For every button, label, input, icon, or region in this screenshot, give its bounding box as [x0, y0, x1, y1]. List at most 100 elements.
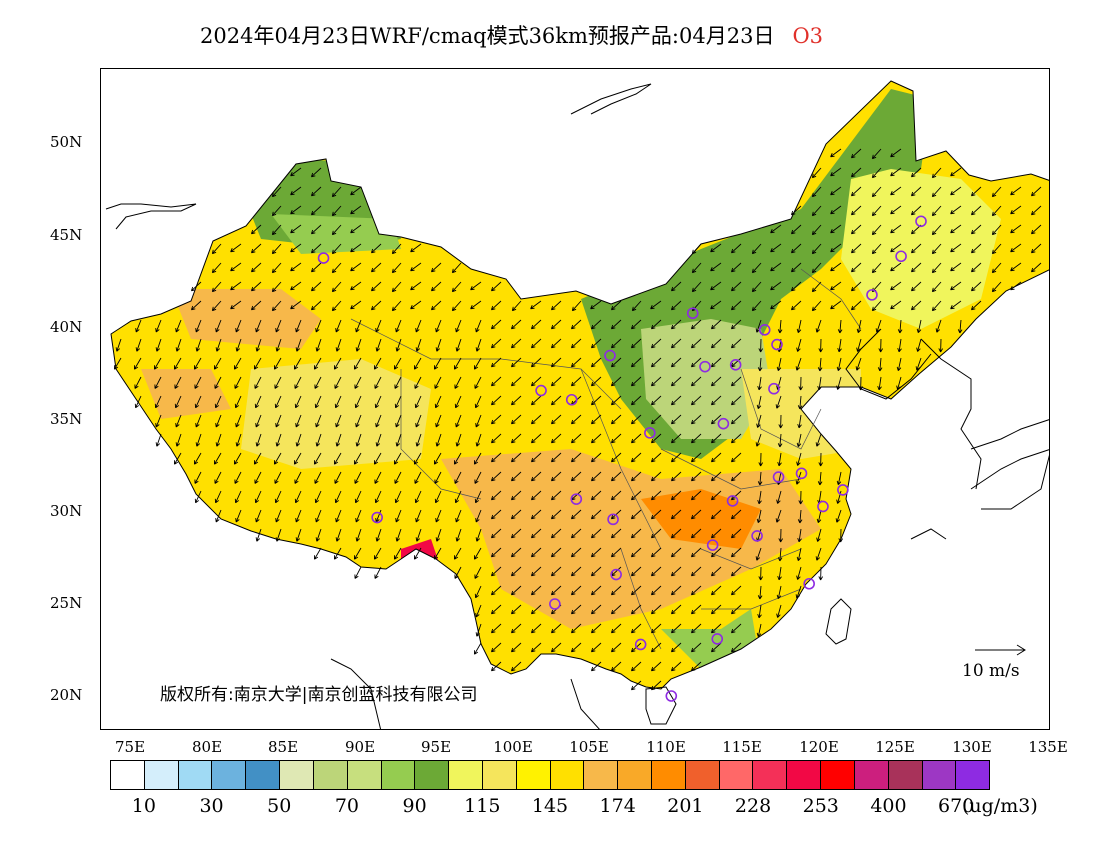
wind-arrow	[255, 319, 262, 333]
wind-arrow	[910, 243, 922, 254]
wind-arrow	[295, 319, 302, 333]
wind-arrow	[650, 357, 662, 368]
wind-arrow	[796, 566, 802, 580]
wind-arrow	[710, 566, 722, 577]
city-marker-nanjing	[795, 467, 808, 480]
wind-arrow	[830, 243, 842, 253]
wind-arrow	[630, 414, 642, 425]
wind-arrow	[194, 376, 202, 389]
wind-arrow	[550, 623, 562, 634]
wind-arrow	[233, 357, 242, 370]
wind-arrow	[690, 452, 702, 463]
wind-arrow	[991, 186, 1002, 198]
wind-arrow	[374, 490, 382, 504]
wind-arrow	[335, 509, 342, 523]
wind-arrow	[710, 604, 722, 615]
wind-arrow	[817, 471, 823, 486]
colorbar-label: 90	[402, 795, 427, 817]
wind-arrow	[410, 281, 422, 291]
wind-arrow	[670, 585, 682, 596]
wind-arrow	[650, 471, 662, 482]
wind-arrow	[234, 376, 242, 389]
city-marker-chongqing	[607, 513, 619, 526]
wind-arrow	[194, 395, 202, 409]
wind-arrow	[670, 281, 682, 292]
wind-arrow	[910, 262, 922, 273]
wind-arrow	[354, 566, 362, 579]
wind-arrow	[690, 319, 702, 330]
wind-arrow	[610, 376, 622, 387]
wind-arrow	[790, 300, 802, 311]
wind-arrow	[473, 357, 482, 370]
wind-arrow	[530, 395, 542, 406]
wind-arrow	[550, 357, 562, 368]
wind-arrow	[610, 509, 622, 520]
wind-arrow	[375, 433, 382, 447]
wind-arrow	[355, 509, 362, 523]
wind-arrow	[530, 338, 542, 349]
city-marker-changsha	[706, 539, 719, 551]
wind-arrow	[691, 262, 702, 274]
wind-arrow	[570, 585, 582, 596]
wind-arrow	[393, 452, 402, 465]
wind-arrow	[410, 262, 422, 272]
wind-arrow	[275, 414, 282, 428]
wind-arrow	[690, 547, 702, 558]
wind-arrow	[630, 509, 642, 520]
wind-arrow	[315, 528, 322, 542]
colorbar-cell	[685, 761, 720, 789]
wind-vectors	[113, 148, 1042, 691]
wind-arrow	[670, 376, 682, 387]
wind-arrow	[295, 433, 302, 447]
wind-arrow	[490, 623, 502, 634]
wind-arrow	[931, 186, 942, 198]
wind-arrow	[751, 243, 762, 255]
wind-arrow	[1030, 186, 1042, 197]
wind-arrow	[290, 300, 302, 310]
wind-arrow	[254, 471, 262, 484]
wind-arrow	[730, 509, 742, 520]
wind-arrow	[590, 528, 602, 539]
city-marker-wuhan	[726, 495, 739, 507]
city-marker-taiyuan	[699, 360, 711, 373]
wind-arrow	[571, 300, 582, 312]
wind-arrow	[758, 566, 764, 581]
wind-arrow	[570, 604, 582, 615]
wind-arrow	[475, 338, 482, 352]
wind-arrow	[395, 338, 402, 352]
wind-arrow	[274, 490, 282, 504]
lon-label-120e: 120E	[799, 738, 839, 756]
wind-arrow	[570, 509, 582, 520]
wind-arrow	[797, 509, 803, 524]
wind-arrow	[550, 376, 562, 387]
wind-arrow	[730, 433, 742, 444]
wind-arrow	[758, 452, 764, 467]
city-marker-tianjin	[771, 338, 783, 351]
wind-arrow	[295, 509, 302, 523]
wind-arrow	[610, 547, 622, 558]
wind-arrow	[211, 281, 222, 293]
wind-arrow	[670, 433, 682, 444]
wind-arrow	[510, 509, 522, 520]
wind-arrow	[710, 452, 722, 463]
wind-arrow	[790, 281, 802, 292]
wind-arrow	[1030, 224, 1042, 235]
wind-scale-label: 10 m/s	[962, 661, 1020, 681]
title-species: O3	[792, 24, 824, 48]
wind-arrow	[796, 547, 802, 562]
wind-arrow	[710, 414, 722, 425]
wind-arrow	[490, 566, 502, 577]
wind-arrow	[550, 433, 562, 444]
wind-arrow	[354, 471, 362, 484]
wind-arrow	[550, 319, 562, 330]
wind-arrow	[950, 300, 962, 310]
lat-label-25n: 25N	[50, 594, 83, 612]
wind-arrow	[155, 319, 162, 333]
wind-arrow	[816, 509, 822, 524]
wind-arrow	[777, 452, 782, 467]
wind-arrow	[510, 395, 522, 406]
wind-arrow	[510, 338, 522, 349]
wind-arrow	[550, 585, 562, 596]
wind-arrow	[473, 452, 482, 465]
wind-arrow	[374, 471, 382, 484]
